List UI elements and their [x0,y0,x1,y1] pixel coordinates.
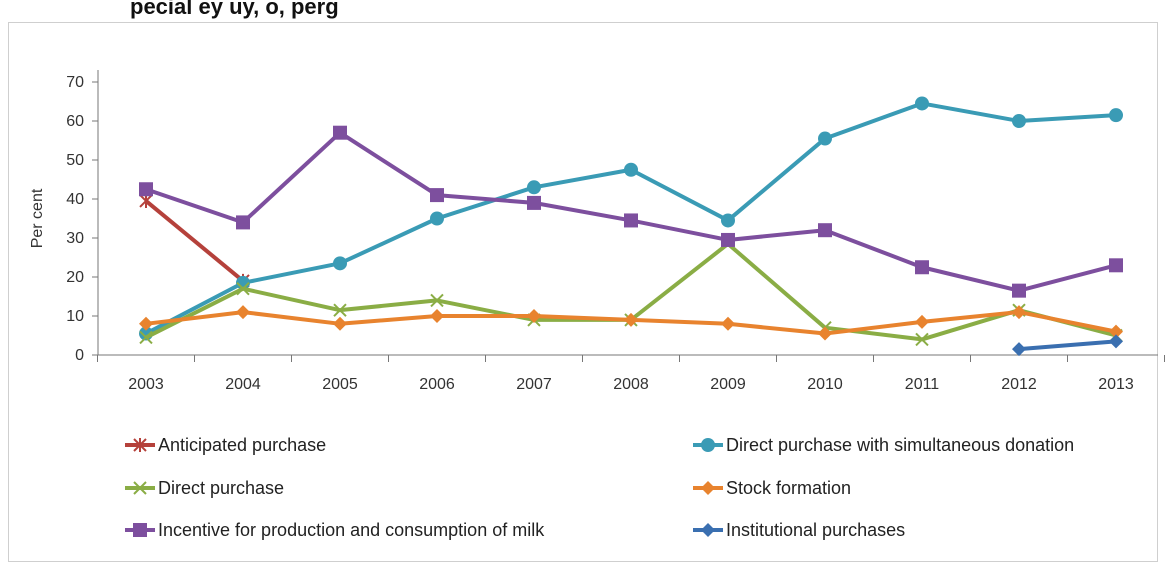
data-point [236,305,250,320]
x-tick-label: 2010 [807,376,843,393]
data-point [624,213,638,228]
data-point [527,309,541,323]
y-tick-label: 20 [66,269,84,286]
data-point [430,211,444,226]
y-axis-label: Per cent [29,188,46,248]
data-point [527,195,541,210]
x-tick-label: 2011 [905,376,940,393]
data-point [624,162,638,177]
legend-swatch-marker [133,438,147,452]
series-line [144,199,245,283]
y-tick-label: 40 [66,191,84,208]
legend-swatch-marker [701,438,715,452]
data-point [915,314,929,329]
data-point [139,193,153,208]
series-3 [139,305,1123,341]
legend-label: Institutional purchases [726,520,905,540]
series-5 [1012,334,1123,357]
data-point [333,125,347,140]
x-tick-label: 2003 [128,376,164,393]
legend-item: Institutional purchases [693,520,905,540]
data-point [139,316,153,331]
legend-label: Direct purchase [158,478,284,498]
data-point [721,316,735,331]
legend-label: Incentive for production and consumption… [158,520,545,540]
data-point [721,213,735,228]
data-point [333,303,347,317]
data-point [1109,324,1123,339]
legend-item: Anticipated purchase [125,435,326,455]
legend-swatch-marker [701,523,715,537]
data-point [430,309,444,323]
x-tick-label: 2007 [516,376,552,393]
data-point [527,180,541,195]
data-point [1109,334,1123,349]
data-point [1109,258,1123,273]
legend-item: Direct purchase [125,478,284,498]
x-tick-label: 2013 [1098,376,1134,393]
x-tick-label: 2004 [225,376,261,393]
legend-swatch-marker [133,523,147,537]
data-point [915,332,929,347]
series-2 [139,237,1123,347]
data-point [333,256,347,271]
data-point [818,326,832,341]
legend-item: Direct purchase with simultaneous donati… [693,435,1074,455]
legend-label: Stock formation [726,478,851,498]
series-4 [139,125,1123,298]
data-point [430,188,444,203]
data-point [915,260,929,275]
y-tick-label: 50 [66,152,84,169]
legend-label: Direct purchase with simultaneous donati… [726,435,1074,455]
x-tick-label: 2012 [1001,376,1037,393]
y-tick-label: 60 [66,113,84,130]
data-point [139,330,153,345]
legend-swatch-marker [701,481,715,495]
data-point [721,232,735,247]
data-point [1012,114,1026,128]
data-point [139,182,153,197]
data-point [1012,283,1026,298]
data-point [624,312,638,327]
data-point [236,215,250,230]
x-tick-label: 2008 [613,376,649,393]
data-point [818,131,832,146]
legend-swatch-marker [133,481,147,495]
series-0 [139,193,250,288]
legend-label: Anticipated purchase [158,435,326,455]
data-point [236,281,250,296]
data-point [1012,305,1026,320]
y-tick-label: 0 [75,347,84,364]
series-line [1018,339,1117,352]
legend-item: Stock formation [693,478,851,498]
x-tick-label: 2006 [419,376,455,393]
chart-title-fragment: pecial ey uy, o, perg [130,0,339,19]
data-point [818,223,832,238]
y-tick-label: 10 [66,308,84,325]
y-tick-label: 30 [66,230,84,247]
x-tick-label: 2009 [710,376,746,393]
y-tick-label: 70 [66,74,84,91]
x-tick-label: 2005 [322,376,358,393]
data-point [430,293,444,308]
data-point [915,96,929,111]
data-point [1109,108,1123,123]
series-line [145,130,1117,293]
legend-item: Incentive for production and consumption… [125,520,545,540]
data-point [333,316,347,331]
data-point [1012,342,1026,357]
